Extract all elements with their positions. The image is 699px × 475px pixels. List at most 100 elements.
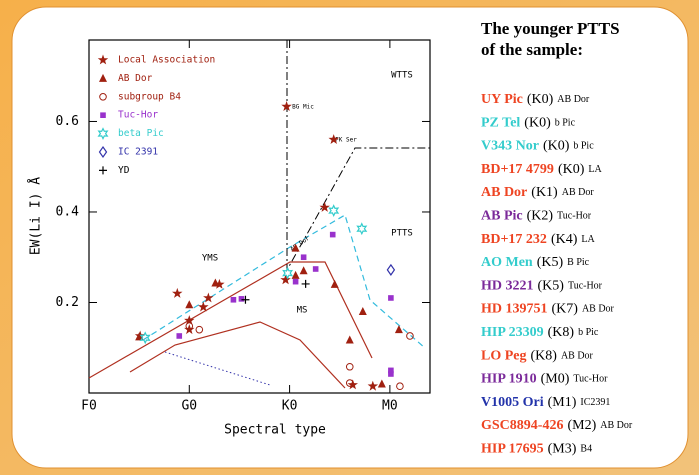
marker (282, 266, 294, 280)
marker (388, 371, 394, 377)
star-name: LO Peg (481, 349, 527, 364)
sidebar-item: AB Dor (K1) AB Dor (481, 184, 594, 201)
spectral-type: (K8) (548, 325, 575, 340)
star-name: V1005 Ori (481, 395, 544, 410)
group: B Pic (567, 257, 590, 268)
marker (195, 325, 204, 334)
spectral-type: (K0) (527, 92, 554, 107)
marker (292, 278, 299, 285)
group: Tuc-Hor (568, 281, 603, 292)
group: B4 (580, 444, 592, 455)
marker (377, 379, 386, 388)
marker (291, 243, 300, 252)
group: b Pic (573, 141, 594, 152)
legend-label: Local Association (118, 55, 215, 66)
marker (230, 296, 237, 303)
star-name: AB Dor (481, 185, 527, 200)
axes-frame (88, 39, 431, 394)
group: b Pic (555, 118, 576, 129)
star-name: AO Men (481, 255, 533, 270)
marker (185, 322, 194, 330)
marker (184, 315, 195, 325)
sidebar-item: PZ Tel (K0) b Pic (481, 114, 576, 131)
spectral-type: (K0) (558, 162, 585, 177)
sidebar-item: LO Peg (K8) AB Dor (481, 347, 594, 364)
spectral-type: (M3) (548, 442, 577, 457)
marker (367, 380, 379, 391)
marker (330, 279, 339, 288)
spectral-type: (K5) (538, 279, 565, 294)
sidebar-title: The younger PTTS (481, 19, 620, 38)
spectral-type: (K7) (552, 302, 579, 317)
star-name: BD+17 4799 (481, 162, 554, 177)
legend-label: AB Dor (118, 73, 153, 84)
marker (328, 134, 339, 144)
marker (281, 101, 292, 111)
boundary (142, 214, 426, 349)
marker (396, 382, 404, 391)
sidebar-item: V343 Nor (K0) b Pic (481, 137, 594, 154)
star-name: AB Pic (481, 209, 523, 224)
annotation: WTTS (391, 71, 413, 81)
marker (241, 295, 250, 304)
spectral-type: (K0) (524, 116, 551, 131)
spectral-type: (K4) (551, 232, 578, 247)
legend-label: Tuc-Hor (118, 110, 158, 121)
star-name: HIP 23309 (481, 325, 544, 340)
legend-marker (97, 127, 109, 140)
x-tick-label: F0 (81, 399, 97, 414)
y-axis-label: EW(Li I) Å (28, 177, 44, 255)
sidebar-item: BD+17 232 (K4) LA (481, 230, 595, 247)
marker (139, 331, 151, 345)
sidebar-item: UY Pic (K0) AB Dor (481, 91, 590, 108)
marker (345, 335, 354, 344)
star-name: GSC8894-426 (481, 418, 563, 433)
marker (198, 301, 209, 312)
y-tick-label: 0.6 (56, 114, 79, 129)
marker (312, 266, 319, 272)
sidebar-item: HIP 17695 (M3) B4 (481, 440, 592, 457)
plot (88, 39, 431, 394)
spectral-type: (K5) (537, 255, 564, 270)
marker (388, 295, 394, 301)
legend-label: YD (118, 165, 130, 176)
star-name: BD+17 232 (481, 232, 547, 247)
spectral-type: (M2) (567, 418, 596, 433)
x-tick-label: G0 (181, 399, 197, 414)
star-name: V343 Nor (481, 139, 539, 154)
boundary (286, 40, 430, 272)
isochrone (129, 321, 346, 389)
legend-label: IC 2391 (118, 147, 158, 158)
spectral-type: (K0) (543, 139, 570, 154)
y-tick-label: 0.4 (56, 204, 80, 219)
annotation: MS (297, 306, 308, 316)
legend-marker (99, 166, 107, 175)
star-name: HIP 17695 (481, 442, 544, 457)
marker (291, 270, 300, 279)
marker (176, 333, 183, 339)
panel (11, 6, 689, 469)
group: AB Dor (561, 351, 594, 362)
legend-marker (99, 93, 107, 101)
marker (345, 362, 354, 371)
group: LA (581, 234, 595, 245)
x-tick-label: M0 (382, 399, 398, 414)
marker (345, 379, 354, 387)
annotation: YMS (202, 254, 218, 264)
marker (300, 254, 307, 261)
group: IC2391 (580, 397, 610, 408)
marker (358, 307, 367, 316)
sidebar-item: V1005 Ori (M1) IC2391 (481, 394, 610, 411)
spectral-type: (K8) (531, 349, 558, 364)
legend-label: subgroup B4 (118, 91, 181, 102)
legend-marker (99, 73, 107, 82)
marker (211, 278, 220, 287)
star-name: HD 139751 (481, 302, 548, 317)
annotation: PTTS (391, 229, 413, 239)
marker (280, 274, 291, 285)
marker (299, 266, 308, 275)
spectral-type: (K1) (531, 185, 558, 200)
group: Tuc-Hor (573, 374, 608, 385)
legend-marker (97, 54, 109, 65)
